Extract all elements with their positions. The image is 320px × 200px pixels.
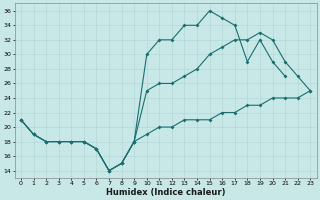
X-axis label: Humidex (Indice chaleur): Humidex (Indice chaleur) — [106, 188, 225, 197]
